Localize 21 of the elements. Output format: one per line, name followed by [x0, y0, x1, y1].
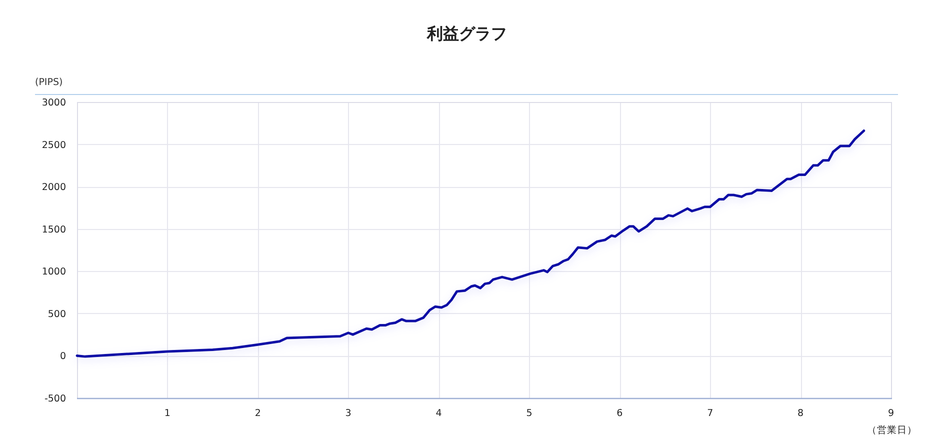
chart-title: 利益グラフ	[426, 24, 507, 43]
x-tick-label: 5	[526, 408, 532, 419]
x-tick-label: 4	[436, 408, 442, 419]
line-series	[76, 130, 866, 358]
x-tick-label: 8	[798, 408, 804, 419]
x-axis-title: （営業日）	[867, 424, 917, 436]
x-tick-label: 7	[707, 408, 714, 419]
y-tick-label: -500	[44, 394, 66, 404]
x-tick-label: 9	[888, 408, 894, 419]
x-tick-label: 1	[164, 408, 170, 419]
y-tick-label: 2500	[42, 140, 66, 151]
x-tick-label: 6	[616, 408, 623, 419]
x-tick-label: 3	[345, 408, 352, 419]
y-tick-label: 1500	[42, 224, 66, 236]
y-tick-label: 0	[60, 351, 66, 362]
y-tick-label: 2000	[42, 182, 66, 194]
x-tick-label: 2	[254, 408, 261, 419]
y-tick-label: 1000	[42, 266, 66, 278]
y-tick-label: 500	[48, 308, 66, 320]
y-axis-title: (PIPS)	[35, 77, 63, 88]
y-tick-label: 3000	[42, 98, 66, 108]
